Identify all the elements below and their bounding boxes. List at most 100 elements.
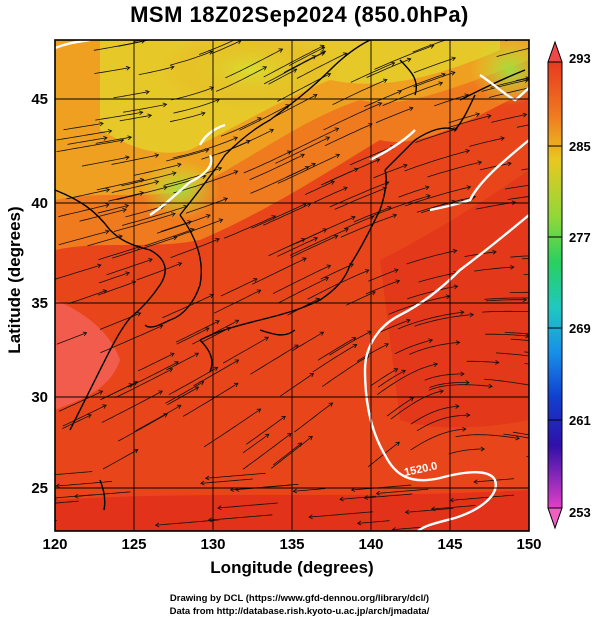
- streamline: [427, 161, 482, 178]
- streamline-arrowhead: [234, 319, 240, 324]
- streamline: [200, 478, 253, 484]
- streamline: [429, 382, 470, 388]
- streamline-arrowhead: [356, 520, 362, 526]
- streamline-arrowhead: [324, 276, 330, 282]
- streamline-arrowhead: [511, 200, 517, 206]
- streamline: [58, 204, 109, 218]
- streamline-arrowhead: [375, 490, 381, 496]
- streamline: [414, 314, 474, 327]
- streamline: [324, 168, 358, 184]
- streamline-arrowhead: [154, 522, 160, 528]
- streamline-arrowhead: [522, 112, 528, 118]
- coastlines: [55, 40, 526, 511]
- streamline: [521, 168, 529, 171]
- streamline: [373, 164, 408, 179]
- streamline-arrowhead: [133, 449, 139, 454]
- streamline-arrowhead: [364, 269, 370, 274]
- colorbar-tick-293: 293: [569, 51, 591, 66]
- streamline-arrowhead: [300, 153, 305, 159]
- streamline: [171, 87, 214, 101]
- streamline: [208, 514, 273, 521]
- streamline-arrowhead: [452, 248, 458, 254]
- streamline-arrowhead: [247, 32, 251, 36]
- streamline-arrowhead: [174, 361, 179, 366]
- streamline-arrowhead: [525, 333, 529, 339]
- streamline: [286, 163, 316, 178]
- streamline-arrowhead: [403, 163, 408, 169]
- wind-streamlines: [55, 32, 560, 531]
- streamline: [95, 136, 132, 144]
- streamline: [353, 206, 392, 223]
- streamline: [277, 237, 318, 257]
- streamline-arrowhead: [353, 167, 359, 173]
- streamline-arrowhead: [308, 435, 313, 441]
- streamline: [413, 57, 456, 74]
- streamline: [485, 333, 529, 337]
- streamline-arrowhead: [139, 191, 145, 196]
- streamline-arrowhead: [171, 171, 177, 176]
- streamline-arrowhead: [311, 162, 316, 168]
- streamline: [67, 137, 108, 145]
- streamline-arrowhead: [125, 271, 130, 276]
- streamline-arrowhead: [233, 382, 239, 388]
- streamline-arrowhead: [363, 495, 369, 501]
- streamline: [277, 154, 340, 184]
- streamline-arrowhead: [343, 186, 348, 191]
- streamline: [294, 402, 333, 433]
- streamline-arrowhead: [466, 185, 472, 190]
- streamline: [81, 156, 130, 167]
- streamline-arrowhead: [271, 215, 277, 220]
- streamline-arrowhead: [125, 155, 130, 161]
- streamline: [474, 266, 514, 272]
- streamline: [376, 488, 429, 494]
- streamline-arrowhead: [204, 148, 210, 153]
- streamline-arrowhead: [321, 50, 327, 55]
- streamline-arrowhead: [531, 310, 535, 314]
- colorbar-tick-285: 285: [569, 139, 591, 154]
- streamline: [368, 269, 399, 282]
- streamline: [95, 111, 143, 121]
- streamline-arrowhead: [556, 39, 560, 43]
- streamline-arrowhead: [426, 194, 431, 199]
- streamline-arrowhead: [544, 386, 548, 390]
- streamline: [165, 381, 204, 404]
- streamline-arrowhead: [384, 343, 390, 348]
- streamline: [173, 219, 223, 238]
- streamline-arrowhead: [204, 327, 210, 332]
- x-tick-130: 130: [200, 536, 225, 553]
- streamline: [329, 330, 372, 356]
- streamline: [484, 378, 529, 386]
- plot-frame: [54, 39, 530, 532]
- streamline: [211, 40, 242, 54]
- streamline-arrowhead: [292, 488, 298, 494]
- streamline: [63, 123, 104, 131]
- streamline: [111, 154, 159, 165]
- streamline-arrowhead: [148, 258, 153, 263]
- streamline: [66, 189, 110, 200]
- streamline: [263, 51, 325, 85]
- streamline: [217, 502, 278, 509]
- streamline: [96, 179, 144, 191]
- streamline-arrowhead: [55, 483, 60, 489]
- streamline-arrowhead: [395, 441, 401, 447]
- streamline-arrowhead: [333, 234, 339, 240]
- streamline: [242, 433, 270, 454]
- streamline: [249, 154, 305, 181]
- streamline-arrowhead: [351, 215, 356, 221]
- streamline: [375, 107, 414, 124]
- streamline: [296, 52, 347, 79]
- streamline: [203, 408, 261, 448]
- streamline-arrowhead: [486, 114, 492, 119]
- streamline: [323, 102, 382, 131]
- streamline-arrowhead: [308, 514, 313, 520]
- x-tick-135: 135: [279, 536, 304, 553]
- streamline: [251, 203, 307, 229]
- streamline: [399, 73, 446, 92]
- streamline: [272, 265, 331, 294]
- streamline: [382, 82, 443, 106]
- streamline-arrowhead: [104, 229, 110, 235]
- temperature-field: [55, 40, 529, 531]
- streamline: [273, 442, 302, 466]
- streamline-arrowhead: [264, 336, 269, 341]
- streamline: [410, 428, 466, 451]
